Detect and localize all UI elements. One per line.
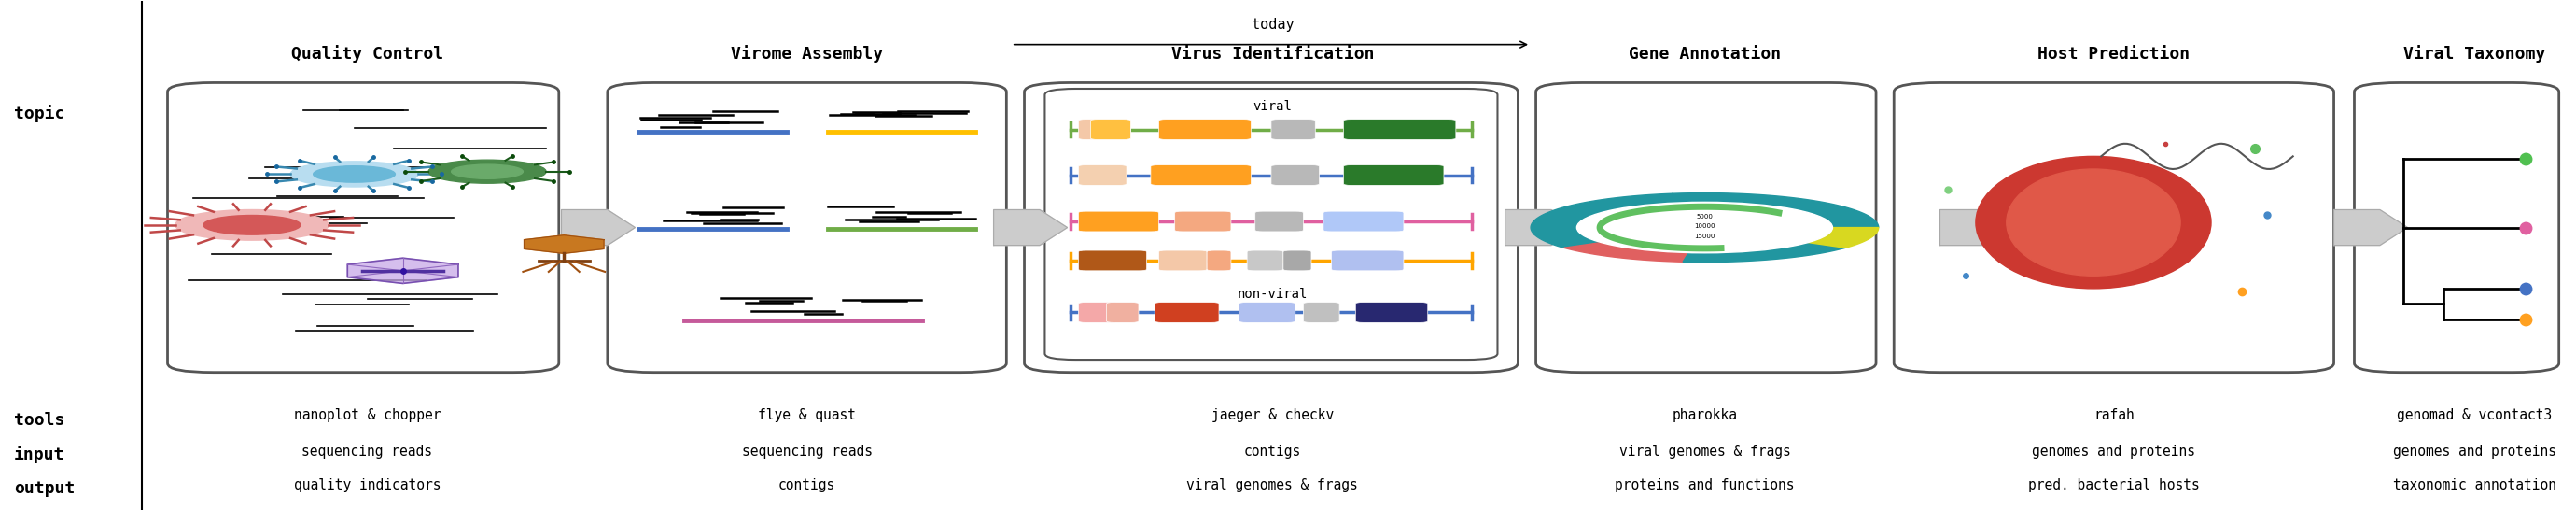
Text: Gene Annotation: Gene Annotation bbox=[1628, 45, 1780, 62]
Text: sequencing reads: sequencing reads bbox=[301, 444, 433, 458]
Polygon shape bbox=[1504, 210, 1579, 245]
Text: viral genomes & frags: viral genomes & frags bbox=[1618, 444, 1790, 458]
Text: quality indicators: quality indicators bbox=[294, 478, 440, 492]
Circle shape bbox=[1577, 202, 1832, 253]
Polygon shape bbox=[1530, 211, 1592, 234]
Circle shape bbox=[204, 215, 301, 235]
Text: today: today bbox=[1252, 18, 1293, 32]
Polygon shape bbox=[348, 258, 459, 284]
Text: viral: viral bbox=[1252, 100, 1293, 113]
FancyBboxPatch shape bbox=[1324, 211, 1404, 231]
Circle shape bbox=[175, 210, 330, 240]
Text: Host Prediction: Host Prediction bbox=[2038, 45, 2190, 62]
FancyBboxPatch shape bbox=[1159, 119, 1252, 140]
FancyBboxPatch shape bbox=[1270, 119, 1316, 140]
Text: genomes and proteins: genomes and proteins bbox=[2032, 444, 2195, 458]
Circle shape bbox=[291, 161, 417, 187]
Text: sequencing reads: sequencing reads bbox=[742, 444, 873, 458]
Polygon shape bbox=[523, 235, 603, 253]
Text: genomes and proteins: genomes and proteins bbox=[2393, 444, 2555, 458]
Text: Quality Control: Quality Control bbox=[291, 44, 443, 62]
FancyBboxPatch shape bbox=[2354, 83, 2558, 373]
FancyBboxPatch shape bbox=[167, 83, 559, 373]
Text: contigs: contigs bbox=[1244, 444, 1301, 458]
Text: Virus Identification: Virus Identification bbox=[1172, 45, 1373, 62]
FancyBboxPatch shape bbox=[1893, 83, 2334, 373]
Text: output: output bbox=[13, 480, 75, 497]
Polygon shape bbox=[562, 210, 636, 245]
Text: Virome Assembly: Virome Assembly bbox=[732, 44, 884, 62]
FancyBboxPatch shape bbox=[1345, 119, 1455, 140]
Polygon shape bbox=[1564, 243, 1690, 262]
Ellipse shape bbox=[2007, 169, 2179, 276]
Ellipse shape bbox=[1976, 156, 2210, 289]
Text: input: input bbox=[13, 446, 64, 463]
FancyBboxPatch shape bbox=[1175, 211, 1231, 231]
Text: taxonomic annotation: taxonomic annotation bbox=[2393, 478, 2555, 492]
FancyBboxPatch shape bbox=[1332, 250, 1404, 271]
Polygon shape bbox=[1682, 243, 1844, 262]
Text: tools: tools bbox=[13, 412, 64, 429]
FancyBboxPatch shape bbox=[1154, 303, 1218, 322]
Circle shape bbox=[314, 166, 394, 182]
FancyBboxPatch shape bbox=[1303, 303, 1340, 322]
Circle shape bbox=[451, 165, 523, 179]
Circle shape bbox=[428, 160, 546, 183]
Polygon shape bbox=[1808, 227, 1878, 248]
FancyBboxPatch shape bbox=[1079, 119, 1131, 140]
Text: proteins and functions: proteins and functions bbox=[1615, 478, 1795, 492]
FancyBboxPatch shape bbox=[1283, 250, 1311, 271]
FancyBboxPatch shape bbox=[1239, 303, 1296, 322]
Text: 10000: 10000 bbox=[1695, 224, 1716, 229]
FancyBboxPatch shape bbox=[1159, 250, 1208, 271]
FancyBboxPatch shape bbox=[1535, 83, 1875, 373]
Text: Viral Taxonomy: Viral Taxonomy bbox=[2403, 44, 2545, 62]
Text: pharokka: pharokka bbox=[1672, 409, 1736, 423]
FancyBboxPatch shape bbox=[1108, 303, 1139, 322]
FancyBboxPatch shape bbox=[1079, 303, 1118, 322]
FancyBboxPatch shape bbox=[608, 83, 1007, 373]
FancyBboxPatch shape bbox=[1270, 165, 1319, 185]
Text: 5000: 5000 bbox=[1698, 214, 1713, 219]
FancyBboxPatch shape bbox=[1079, 165, 1126, 185]
Text: pred. bacterial hosts: pred. bacterial hosts bbox=[2027, 478, 2200, 492]
Polygon shape bbox=[2334, 210, 2409, 245]
Text: genomad & vcontact3: genomad & vcontact3 bbox=[2396, 409, 2553, 423]
Text: jaeger & checkv: jaeger & checkv bbox=[1211, 409, 1334, 423]
FancyBboxPatch shape bbox=[1345, 165, 1443, 185]
FancyBboxPatch shape bbox=[1255, 211, 1303, 231]
Polygon shape bbox=[994, 210, 1066, 245]
FancyBboxPatch shape bbox=[1247, 250, 1283, 271]
FancyBboxPatch shape bbox=[1151, 165, 1252, 185]
Polygon shape bbox=[1672, 193, 1878, 227]
FancyBboxPatch shape bbox=[1079, 250, 1146, 271]
Polygon shape bbox=[1533, 233, 1602, 248]
FancyBboxPatch shape bbox=[1025, 83, 1517, 373]
FancyBboxPatch shape bbox=[1090, 119, 1131, 140]
Polygon shape bbox=[1940, 210, 2014, 245]
Polygon shape bbox=[1553, 194, 1680, 215]
Text: topic: topic bbox=[13, 104, 64, 122]
FancyBboxPatch shape bbox=[1208, 250, 1231, 271]
Text: rafah: rafah bbox=[2094, 409, 2136, 423]
Text: 15000: 15000 bbox=[1695, 234, 1716, 240]
Text: non-viral: non-viral bbox=[1236, 288, 1309, 300]
FancyBboxPatch shape bbox=[1079, 211, 1159, 231]
Text: nanoplot & chopper: nanoplot & chopper bbox=[294, 409, 440, 423]
Text: viral genomes & frags: viral genomes & frags bbox=[1188, 478, 1358, 492]
FancyBboxPatch shape bbox=[1355, 303, 1427, 322]
FancyBboxPatch shape bbox=[1046, 89, 1497, 360]
Text: flye & quast: flye & quast bbox=[757, 409, 855, 423]
Text: contigs: contigs bbox=[778, 478, 835, 492]
